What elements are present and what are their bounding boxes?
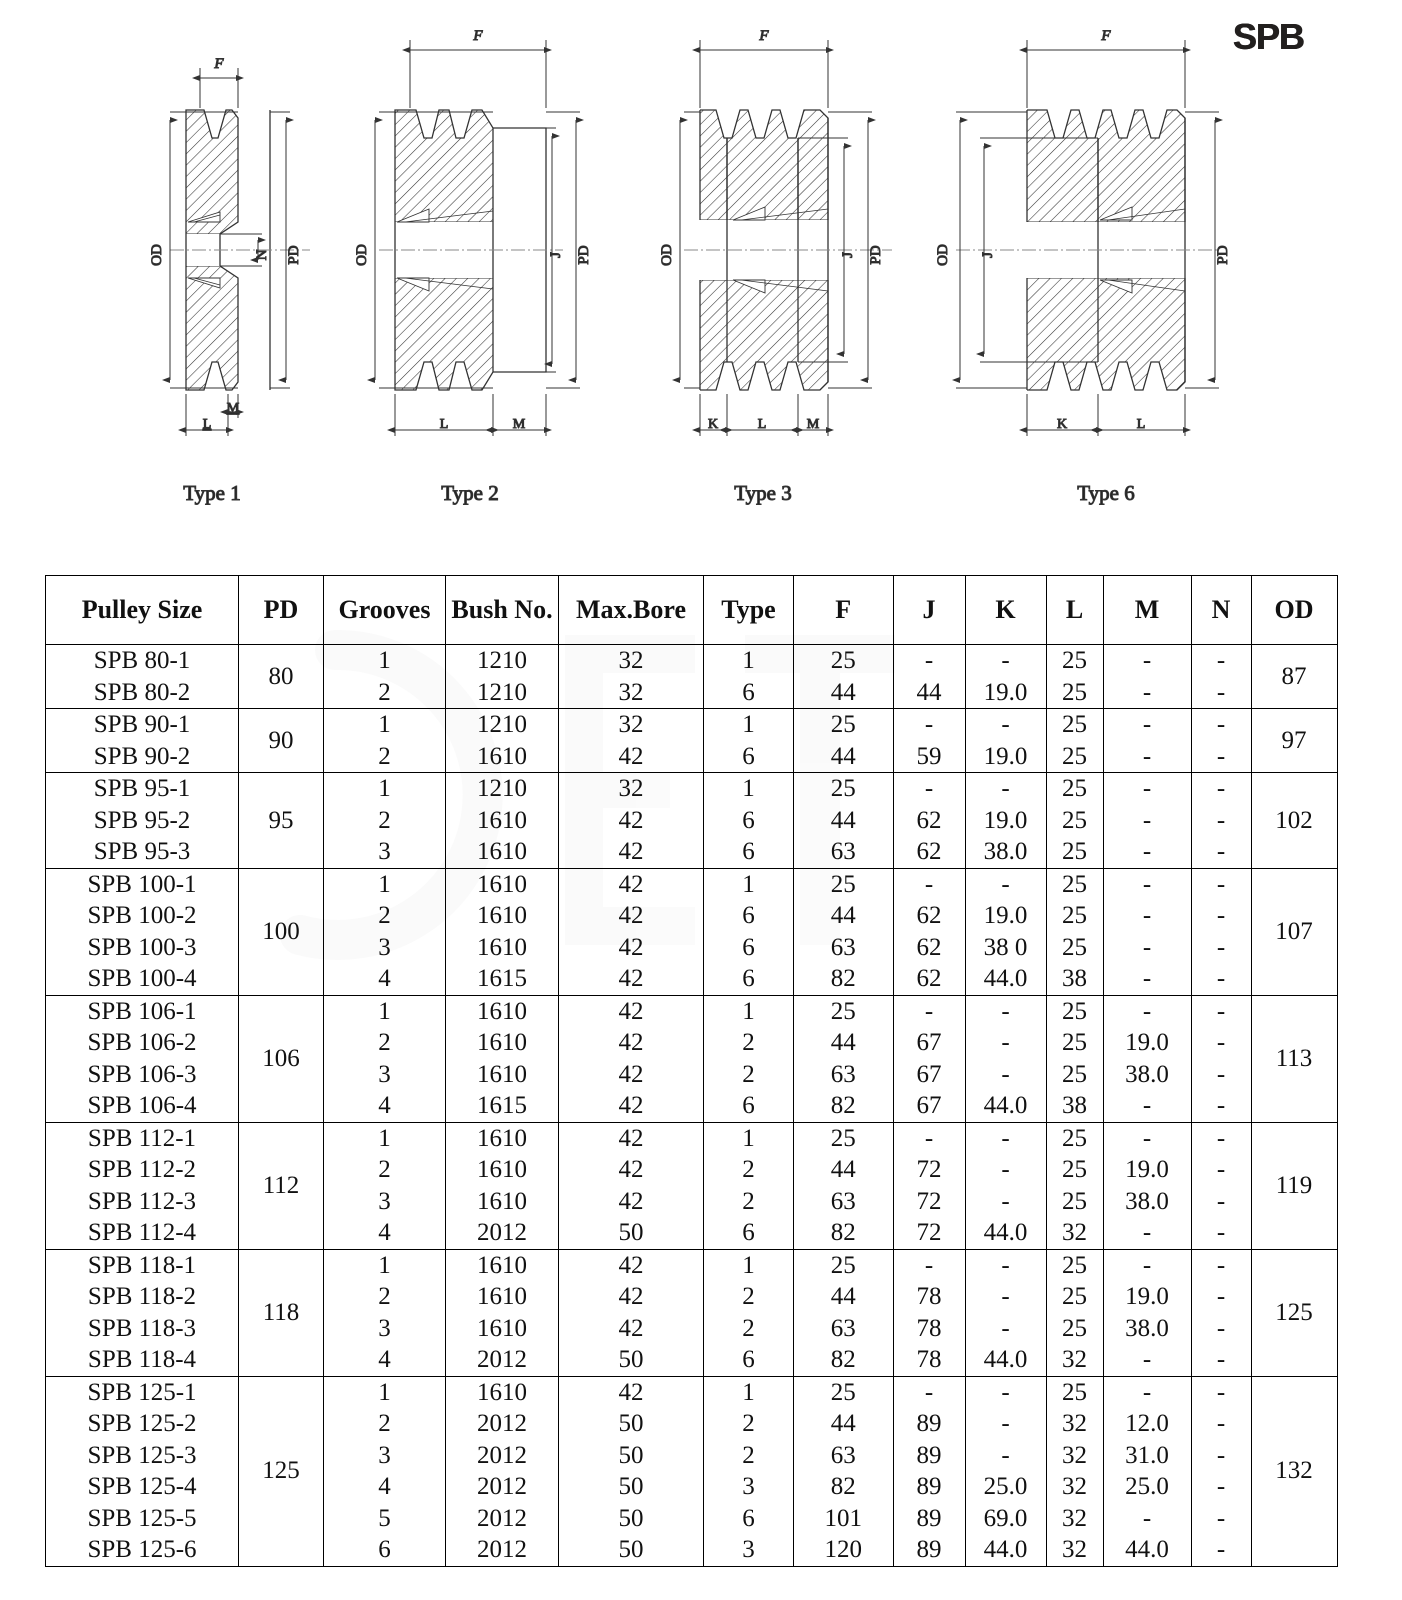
svg-text:OD: OD xyxy=(659,244,675,266)
svg-text:L: L xyxy=(440,417,449,432)
svg-text:OD: OD xyxy=(149,244,165,266)
svg-text:M: M xyxy=(227,401,240,416)
svg-text:OD: OD xyxy=(354,244,370,266)
svg-text:F: F xyxy=(1100,28,1111,44)
svg-text:F: F xyxy=(213,56,224,72)
svg-text:J: J xyxy=(840,252,856,258)
svg-text:PD: PD xyxy=(868,245,884,264)
svg-text:Type 6: Type 6 xyxy=(1077,481,1134,505)
svg-text:Type 1: Type 1 xyxy=(183,481,240,505)
svg-text:M: M xyxy=(807,417,820,432)
svg-text:J: J xyxy=(980,252,996,258)
svg-text:K: K xyxy=(1057,417,1067,432)
svg-text:J: J xyxy=(548,252,564,258)
svg-text:OD: OD xyxy=(935,244,951,266)
svg-text:M: M xyxy=(513,417,526,432)
svg-text:F: F xyxy=(472,28,483,44)
svg-text:PD: PD xyxy=(286,245,302,264)
svg-text:PD: PD xyxy=(576,245,592,264)
svg-text:N: N xyxy=(254,249,270,260)
svg-text:L: L xyxy=(203,417,212,432)
svg-text:L: L xyxy=(1137,417,1146,432)
svg-text:PD: PD xyxy=(1215,245,1231,264)
svg-text:F: F xyxy=(758,28,769,44)
svg-text:L: L xyxy=(758,417,767,432)
svg-text:Type 3: Type 3 xyxy=(734,481,791,505)
svg-text:K: K xyxy=(708,417,718,432)
svg-text:Type 2: Type 2 xyxy=(441,481,498,505)
